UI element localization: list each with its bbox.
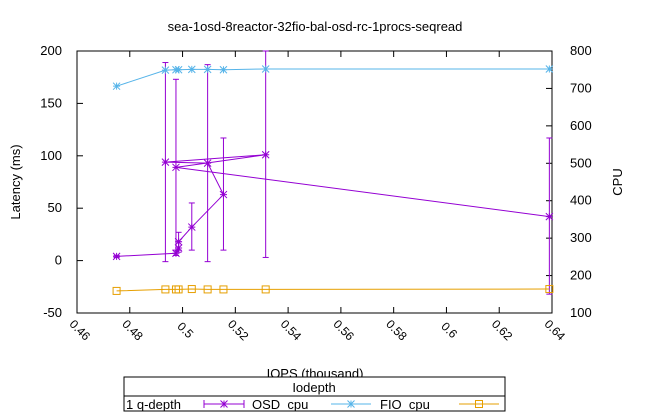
y-axis-label: Latency (ms) xyxy=(8,144,23,219)
data-point xyxy=(261,285,270,294)
y2-tick-label: 300 xyxy=(570,230,592,245)
legend-label-1: 1 q-depth xyxy=(126,397,181,412)
data-point xyxy=(545,285,554,294)
data-point xyxy=(161,66,170,74)
data-point xyxy=(545,65,554,73)
legend-samples xyxy=(203,400,499,408)
legend-marker xyxy=(347,400,355,408)
legend: Iodepth 1 q-depth OSD_cpu FIO_cpu xyxy=(123,376,506,412)
data-point xyxy=(172,163,180,172)
plot-frame xyxy=(76,50,553,314)
data-point xyxy=(112,286,121,295)
data-point xyxy=(203,159,212,167)
x-axis: 0.46 0.48 0.5 0.52 0.54 0.56 0.58 0.6 0.62 0.64 xyxy=(67,51,569,344)
data-point xyxy=(219,190,228,199)
data-point xyxy=(545,212,554,221)
data-point xyxy=(174,237,183,246)
y2-tick-label: 100 xyxy=(570,305,592,320)
data-point xyxy=(203,65,212,74)
legend-title: Iodepth xyxy=(292,380,335,395)
y2-tick-label: 800 xyxy=(570,43,592,58)
data-point xyxy=(187,65,196,74)
y-tick-label: 150 xyxy=(40,95,62,110)
y-tick-label: 50 xyxy=(48,200,62,215)
x-tick-label: 0.58 xyxy=(383,317,410,344)
y2-axis: 100 200 300 400 500 600 700 800 xyxy=(546,43,592,320)
data-point xyxy=(261,150,270,159)
data-point xyxy=(187,285,196,294)
data-point xyxy=(174,65,183,74)
y-tick-label: 200 xyxy=(40,43,62,58)
series-1 xyxy=(112,50,554,295)
x-tick-label: 0.6 xyxy=(438,319,460,341)
data-point xyxy=(203,285,212,294)
series-2 xyxy=(112,65,554,91)
x-tick-label: 0.48 xyxy=(119,317,146,344)
y2-tick-label: 500 xyxy=(570,155,592,170)
legend-marker xyxy=(475,400,483,408)
y-tick-label: 0 xyxy=(55,253,62,268)
legend-marker xyxy=(220,400,228,408)
data-point xyxy=(112,252,121,261)
x-tick-label: 0.54 xyxy=(278,317,305,344)
y-tick-label: -50 xyxy=(43,305,62,320)
x-tick-label: 0.52 xyxy=(225,317,252,344)
data-point xyxy=(174,285,183,294)
data-point xyxy=(161,158,170,166)
data-point xyxy=(261,65,270,73)
data-point xyxy=(161,285,170,294)
x-tick-label: 0.46 xyxy=(67,317,94,344)
y2-tick-label: 400 xyxy=(570,193,592,208)
y2-tick-label: 700 xyxy=(570,80,592,95)
legend-label-2: OSD_cpu xyxy=(252,397,308,412)
y2-tick-label: 200 xyxy=(570,268,592,283)
data-point xyxy=(112,82,121,91)
series-line xyxy=(116,288,550,292)
series-layer xyxy=(112,50,554,295)
chart-title: sea-1osd-8reactor-32fio-bal-osd-rc-1proc… xyxy=(168,19,463,34)
data-point xyxy=(219,65,228,74)
series-3 xyxy=(112,285,554,295)
y2-tick-label: 600 xyxy=(570,118,592,133)
x-tick-label: 0.56 xyxy=(331,317,358,344)
data-point xyxy=(187,223,196,231)
legend-label-3: FIO_cpu xyxy=(380,397,430,412)
x-tick-label: 0.62 xyxy=(489,317,516,344)
x-tick-label: 0.5 xyxy=(175,319,197,341)
x-tick-label: 0.64 xyxy=(542,317,569,344)
series-line xyxy=(116,154,550,257)
y-axis: -50 0 50 100 150 200 xyxy=(40,43,83,320)
y2-axis-label: CPU xyxy=(610,168,625,195)
data-point xyxy=(219,285,228,294)
y-tick-label: 100 xyxy=(40,148,62,163)
series-line xyxy=(116,68,550,87)
